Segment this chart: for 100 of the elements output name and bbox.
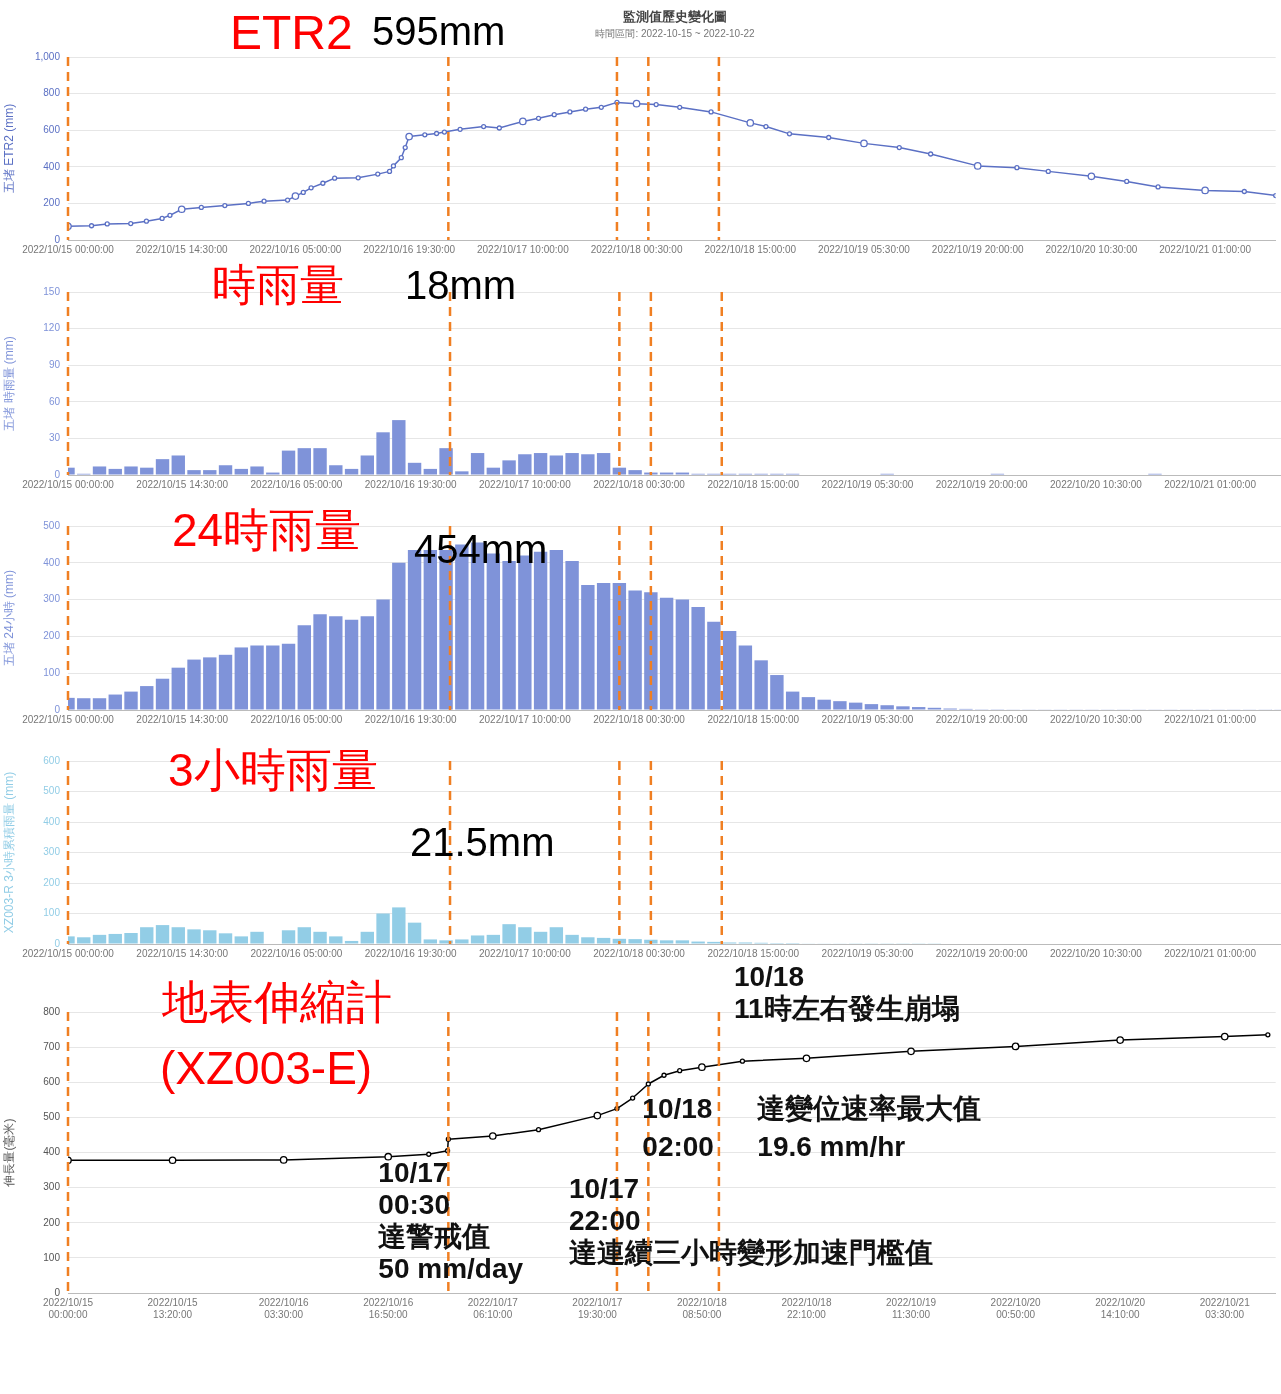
y-tick-label: 100 (43, 666, 61, 678)
x-tick-label: 2022/10/16 05:00:00 (250, 713, 343, 725)
x-tick-label: 2022/10/16 19:30:00 (364, 947, 457, 959)
x-tick-label: 2022/10/20 10:30:00 (1045, 243, 1138, 255)
x-tick-label: 2022/10/15 00:00:00 (22, 947, 115, 959)
x-tick-label: 2022/10/16 03:30:00 (258, 1296, 310, 1320)
x-tick-label: 2022/10/17 06:10:00 (467, 1296, 519, 1320)
x-tick-label: 2022/10/20 14:10:00 (1095, 1296, 1146, 1320)
x-tick-label: 2022/10/21 01:00:00 (1159, 243, 1252, 255)
chart-title: 監測值歷史變化圖 (623, 8, 727, 24)
y-axis-title: 五堵 ETR2 (mm) (1, 103, 16, 194)
text: 10/18 02:00 達變位速率最大值 19.6 mm/hr (642, 1092, 982, 1162)
y-tick-label: 30 (48, 432, 61, 444)
y-axis-title: 伸長量(毫米) (1, 1118, 16, 1188)
annotation: 24時雨量 (172, 503, 362, 556)
y-tick-label: 0 (54, 703, 61, 715)
annotation: 454mm (414, 527, 548, 572)
y-tick-label: 400 (43, 160, 61, 172)
x-tick-label: 2022/10/15 00:00:00 (22, 478, 115, 490)
x-tick-label: 2022/10/19 05:30:00 (821, 478, 914, 490)
x-tick-label: 2022/10/16 19:30:00 (364, 478, 457, 490)
annotation: 時雨量 (212, 260, 344, 310)
y-tick-label: 0 (54, 1286, 61, 1298)
x-tick-label: 2022/10/15 14:30:00 (135, 243, 229, 255)
y-tick-label: 200 (43, 1216, 61, 1228)
x-tick-label: 2022/10/18 15:00:00 (707, 478, 800, 490)
x-tick-label: 2022/10/21 03:30:00 (1199, 1296, 1251, 1320)
x-tick-label: 2022/10/20 10:30:00 (1050, 478, 1143, 490)
y-tick-label: 150 (43, 285, 61, 297)
y-tick-label: 400 (43, 1146, 61, 1158)
y-tick-label: 200 (43, 876, 61, 888)
x-tick-label: 2022/10/18 15:00:00 (704, 243, 797, 255)
chart-subtitle: 時間區間: 2022-10-15 ~ 2022-10-22 (595, 27, 756, 39)
annotation: 18mm (405, 263, 517, 308)
x-tick-label: 2022/10/19 05:30:00 (818, 243, 911, 255)
annotation: (XZ003-E) (160, 1041, 373, 1094)
x-tick-label: 2022/10/17 10:00:00 (476, 243, 570, 255)
y-tick-label: 700 (43, 1040, 61, 1052)
y-tick-label: 400 (43, 556, 61, 568)
x-tick-label: 2022/10/15 00:00:00 (22, 243, 115, 255)
y-tick-label: 100 (43, 907, 61, 919)
y-tick-label: 500 (43, 1111, 61, 1123)
y-tick-label: 300 (43, 593, 61, 605)
x-tick-label: 2022/10/16 19:30:00 (364, 713, 457, 725)
x-tick-label: 2022/10/21 01:00:00 (1164, 713, 1257, 725)
y-tick-label: 500 (43, 785, 61, 797)
x-tick-label: 2022/10/15 00:00:00 (22, 713, 115, 725)
y-tick-label: 100 (43, 1251, 61, 1263)
x-tick-label: 2022/10/20 10:30:00 (1050, 713, 1143, 725)
y-tick-label: 600 (43, 123, 61, 135)
x-tick-label: 2022/10/18 15:00:00 (707, 947, 800, 959)
x-tick-label: 2022/10/16 05:00:00 (250, 478, 343, 490)
x-tick-label: 2022/10/15 14:30:00 (136, 478, 229, 490)
ref-line-label: 10/17 00:30 達警戒值 50 mm/day (378, 1156, 524, 1284)
y-tick-label: 1,000 (34, 50, 61, 62)
x-tick-label: 2022/10/15 13:20:00 (147, 1296, 199, 1320)
y-axis-title: 五堵 時雨量 (mm) (1, 336, 16, 431)
x-tick-label: 2022/10/19 20:00:00 (935, 713, 1028, 725)
y-tick-label: 0 (54, 233, 61, 245)
x-tick-label: 2022/10/21 01:00:00 (1164, 478, 1257, 490)
x-tick-label: 2022/10/16 05:00:00 (249, 243, 342, 255)
x-tick-label: 2022/10/19 11:30:00 (886, 1296, 937, 1320)
y-tick-label: 500 (43, 519, 61, 531)
x-tick-label: 2022/10/18 00:30:00 (590, 243, 683, 255)
x-tick-label: 2022/10/21 01:00:00 (1164, 947, 1257, 959)
x-tick-label: 2022/10/16 05:00:00 (250, 947, 343, 959)
ref-line-label: 10/18 11時左右發生崩塌 (733, 960, 960, 1024)
x-tick-label: 2022/10/20 10:30:00 (1050, 947, 1143, 959)
x-tick-label: 2022/10/15 14:30:00 (136, 713, 229, 725)
x-tick-label: 2022/10/19 05:30:00 (821, 947, 914, 959)
x-tick-label: 2022/10/17 10:00:00 (478, 713, 572, 725)
x-tick-label: 2022/10/16 16:50:00 (363, 1296, 414, 1320)
y-tick-label: 300 (43, 846, 61, 858)
y-tick-label: 800 (43, 87, 61, 99)
y-tick-label: 200 (43, 197, 61, 209)
y-tick-label: 0 (54, 937, 61, 949)
x-tick-label: 2022/10/18 08:50:00 (676, 1296, 728, 1320)
x-tick-label: 2022/10/19 20:00:00 (935, 947, 1028, 959)
y-tick-label: 200 (43, 630, 61, 642)
text: 595mm (372, 9, 506, 54)
y-axis-title: XZ003-R 3小時累積雨量 (mm) (1, 771, 16, 934)
annotation: ETR2 (230, 6, 353, 60)
x-tick-label: 2022/10/18 15:00:00 (707, 713, 800, 725)
x-tick-label: 2022/10/19 20:00:00 (931, 243, 1024, 255)
y-tick-label: 800 (43, 1005, 61, 1017)
ref-line-label: 10/17 22:00 達連續三小時變形加速門檻值 (568, 1172, 933, 1268)
x-tick-label: 2022/10/15 00:00:00 (42, 1296, 94, 1320)
y-tick-label: 600 (43, 1076, 61, 1087)
y-tick-label: 120 (43, 322, 61, 334)
x-tick-label: 2022/10/20 00:50:00 (990, 1296, 1042, 1320)
y-tick-label: 90 (48, 358, 61, 370)
y-tick-label: 60 (48, 395, 61, 407)
y-tick-label: 600 (43, 754, 61, 766)
x-tick-label: 2022/10/19 20:00:00 (935, 478, 1028, 490)
x-tick-label: 2022/10/18 22:10:00 (781, 1296, 832, 1320)
annotation: 地表伸縮計 (161, 975, 392, 1028)
x-tick-label: 2022/10/16 19:30:00 (363, 243, 456, 255)
y-axis-title: 五堵 24小時 (mm) (1, 570, 16, 666)
y-tick-label: 0 (54, 468, 61, 480)
x-tick-label: 2022/10/18 00:30:00 (593, 713, 686, 725)
